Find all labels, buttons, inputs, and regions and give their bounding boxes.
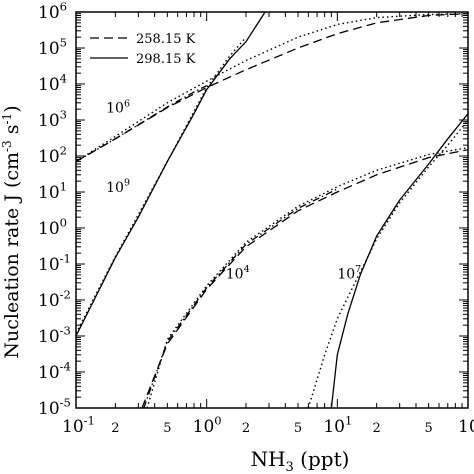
- curve-annotation-label: 109: [106, 178, 130, 196]
- y-tick-label: 101: [38, 179, 67, 203]
- x-tick-label: 101: [323, 413, 352, 437]
- series-solid-line-4: [76, 12, 266, 337]
- legend-label: 298.15 K: [136, 52, 196, 67]
- curve-annotation-label: 107: [337, 264, 361, 282]
- series-solid-line-9: [330, 113, 468, 408]
- x-minor-tick-label: 2: [111, 421, 119, 436]
- ticks-layer: [75, 12, 469, 409]
- series-dashed-line-6: [141, 149, 468, 408]
- y-tick-label: 10-2: [38, 287, 71, 311]
- x-tick-label: 10-1: [62, 413, 95, 437]
- x-minor-tick-label: 2: [373, 421, 381, 436]
- y-tick-label: 104: [38, 71, 67, 95]
- series-dashed-line-1: [76, 12, 468, 163]
- series-dotted-line-7: [146, 147, 468, 408]
- series-dashdot-line-3: [76, 85, 207, 163]
- plot-area-frame: [75, 11, 469, 409]
- legend-label: 258.15 K: [136, 32, 196, 47]
- x-axis-title: NH3 (ppt): [251, 447, 350, 474]
- y-tick-label: 106: [38, 0, 67, 23]
- curve-annotations: 106 109 104 107: [106, 98, 361, 282]
- y-tick-label: 10-5: [38, 395, 71, 419]
- series-layer: [76, 12, 468, 408]
- curve-annotation-label: 104: [226, 264, 250, 282]
- series-dotted-line-2: [76, 12, 468, 163]
- y-tick-label: 10-1: [38, 251, 71, 275]
- chart-legend: 258.15 K 298.15 K: [90, 32, 196, 67]
- y-tick-label: 10-3: [38, 323, 71, 347]
- x-minor-tick-label: 2: [242, 421, 250, 436]
- series-dotted-line-5: [76, 36, 247, 334]
- y-axis-title: Nucleation rate J (cm-3 s-1): [0, 105, 23, 358]
- x-tick-label: 100: [193, 413, 222, 437]
- x-minor-tick-label: 5: [163, 421, 171, 436]
- curve-annotation-label: 106: [106, 98, 130, 116]
- series-dotted-line-10: [307, 119, 468, 408]
- y-tick-label: 100: [38, 215, 67, 239]
- x-minor-tick-label: 5: [294, 421, 302, 436]
- x-minor-tick-label: 5: [425, 421, 433, 436]
- y-tick-label: 102: [38, 143, 67, 167]
- y-tick-label: 103: [38, 107, 67, 131]
- tick-labels-layer: 10-510-410-310-210-110010110210310410510…: [38, 0, 474, 437]
- series-dashdot-line-8: [143, 188, 338, 408]
- y-tick-label: 10-4: [38, 359, 71, 383]
- x-tick-label: 10: [458, 417, 474, 437]
- y-tick-label: 105: [38, 35, 67, 59]
